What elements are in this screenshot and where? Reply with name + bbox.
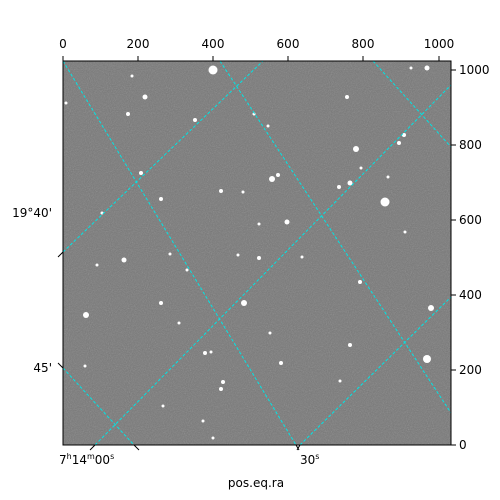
star	[348, 343, 352, 347]
left-tick-label: 45'	[33, 361, 52, 375]
star	[409, 66, 413, 70]
right-tick-label: 800	[459, 138, 482, 152]
star	[423, 355, 431, 363]
star	[257, 222, 261, 226]
star	[83, 364, 87, 368]
star	[353, 146, 359, 152]
star	[279, 361, 283, 365]
star	[177, 321, 181, 325]
left-tick-label: 19°40'	[12, 206, 52, 220]
star	[193, 118, 197, 122]
x-axis-label: pos.eq.ra	[228, 476, 284, 490]
grid-line-dec	[299, 296, 451, 445]
right-tick-label: 0	[459, 438, 467, 452]
star	[95, 263, 99, 267]
grid-line-ra	[219, 61, 451, 414]
star	[241, 300, 247, 306]
star	[142, 94, 148, 100]
star	[203, 351, 207, 355]
star	[403, 230, 407, 234]
plot-frame	[62, 60, 452, 446]
bottom-tick-label: 30s	[300, 452, 319, 467]
star	[241, 190, 245, 194]
right-tick-label: 600	[459, 213, 482, 227]
star	[159, 197, 163, 201]
star	[208, 65, 218, 75]
right-tick-label: 200	[459, 363, 482, 377]
top-axis	[62, 56, 440, 61]
star	[347, 180, 353, 186]
star	[269, 176, 275, 182]
right-tick-label: 1000	[459, 63, 490, 77]
star	[284, 219, 290, 225]
star	[168, 252, 172, 256]
star	[236, 253, 240, 257]
star	[424, 65, 430, 71]
left-axis	[57, 251, 64, 369]
top-tick-label: 0	[59, 37, 67, 51]
top-tick-label: 200	[127, 37, 150, 51]
star	[268, 331, 272, 335]
star	[337, 185, 341, 189]
star	[211, 436, 215, 440]
star	[266, 124, 270, 128]
image-noise	[63, 61, 451, 445]
star	[358, 280, 362, 284]
star	[83, 312, 89, 318]
star	[219, 387, 223, 391]
star	[139, 171, 143, 175]
star	[380, 197, 390, 207]
star	[126, 112, 130, 116]
grid-line-ra	[372, 61, 451, 148]
star	[121, 257, 127, 263]
star	[300, 255, 304, 259]
star	[130, 74, 134, 78]
star	[221, 380, 225, 384]
coordinate-grid	[63, 61, 451, 445]
right-tick-label: 400	[459, 288, 482, 302]
star	[209, 350, 213, 354]
star	[161, 404, 165, 408]
grid-line-dec	[94, 84, 451, 445]
bottom-axis	[89, 444, 301, 451]
star	[159, 301, 163, 305]
star-field	[64, 65, 434, 440]
star	[64, 101, 68, 105]
star	[185, 268, 189, 272]
star	[345, 95, 349, 99]
top-tick-label: 1000	[424, 37, 455, 51]
grid-line-ra	[63, 367, 135, 445]
star	[359, 166, 363, 170]
star	[386, 175, 390, 179]
star	[257, 256, 261, 260]
star	[276, 173, 280, 177]
bottom-tick-label: 7h14m00s	[59, 452, 114, 467]
top-tick-label: 400	[202, 37, 225, 51]
grid-line-dec	[63, 61, 264, 253]
star	[428, 305, 434, 311]
right-axis	[451, 69, 456, 446]
star	[338, 379, 342, 383]
star	[397, 141, 401, 145]
star	[219, 189, 223, 193]
top-tick-label: 800	[352, 37, 375, 51]
top-tick-label: 600	[277, 37, 300, 51]
star	[201, 419, 205, 423]
